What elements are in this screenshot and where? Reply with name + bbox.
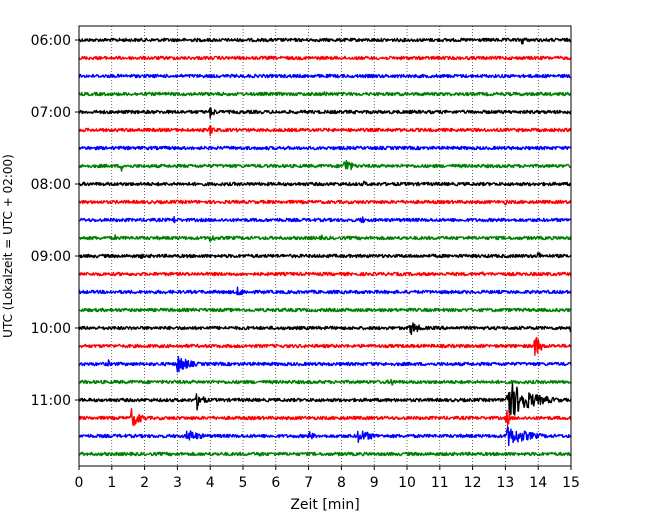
trace-row-10: [78, 215, 572, 224]
x-axis-label: Zeit [min]: [290, 497, 359, 513]
trace-row-6: [78, 145, 572, 151]
x-tick-label: 14: [529, 475, 547, 491]
trace-row-13: [78, 271, 572, 277]
trace-row-9: [78, 199, 572, 206]
x-tick-label: 0: [75, 475, 84, 491]
trace-row-12: [78, 252, 572, 259]
x-tick-label: 5: [239, 475, 248, 491]
x-tick-label: 4: [206, 475, 215, 491]
trace-row-20: [78, 382, 572, 416]
y-tick-label: 11:00: [31, 393, 71, 409]
x-tick-label: 1: [107, 475, 116, 491]
trace-row-21: [78, 408, 572, 427]
trace-row-16: [78, 322, 572, 336]
y-tick-label: 08:00: [31, 177, 71, 193]
trace-row-22: [78, 426, 572, 447]
trace-row-19: [78, 378, 572, 386]
y-axis-label: UTC (Lokalzeit = UTC + 02:00): [1, 154, 15, 338]
x-tick-label: 15: [562, 475, 580, 491]
trace-row-4: [78, 107, 572, 119]
trace-row-5: [78, 125, 572, 137]
trace-row-2: [78, 73, 572, 79]
y-tick-label: 07:00: [31, 105, 71, 121]
y-tick-label: 06:00: [31, 33, 71, 49]
x-tick-label: 11: [431, 475, 449, 491]
y-tick-label: 10:00: [31, 321, 71, 337]
y-tick-label: 09:00: [31, 249, 71, 265]
trace-row-8: [78, 180, 572, 187]
x-tick-label: 8: [337, 475, 346, 491]
x-tick-label: 6: [271, 475, 280, 491]
trace-row-23: [78, 451, 572, 457]
x-tick-label: 3: [173, 475, 182, 491]
vertical-grid: [111, 26, 539, 466]
trace-row-17: [78, 336, 572, 356]
x-tick-label: 12: [464, 475, 482, 491]
x-tick-label: 13: [496, 475, 514, 491]
x-tick-label: 10: [398, 475, 416, 491]
trace-row-1: [78, 55, 572, 61]
trace-row-15: [78, 307, 572, 313]
trace-row-11: [78, 234, 572, 242]
x-axis-ticks: 0 1 2 3 4 5 6 7 8 9 10 11 12 13 14 15: [75, 466, 580, 491]
trace-row-0: [78, 37, 572, 45]
y-axis-ticks: 06:00 07:00 08:00 09:00 10:00 11:00: [31, 33, 79, 409]
trace-row-7: [78, 159, 572, 172]
x-tick-label: 9: [370, 475, 379, 491]
trace-row-18: [78, 356, 572, 373]
trace-row-14: [78, 286, 572, 296]
trace-row-3: [78, 91, 572, 97]
x-tick-label: 2: [140, 475, 149, 491]
x-tick-label: 7: [304, 475, 313, 491]
seismic-traces: [78, 37, 572, 457]
plot-frame: [78, 25, 572, 467]
